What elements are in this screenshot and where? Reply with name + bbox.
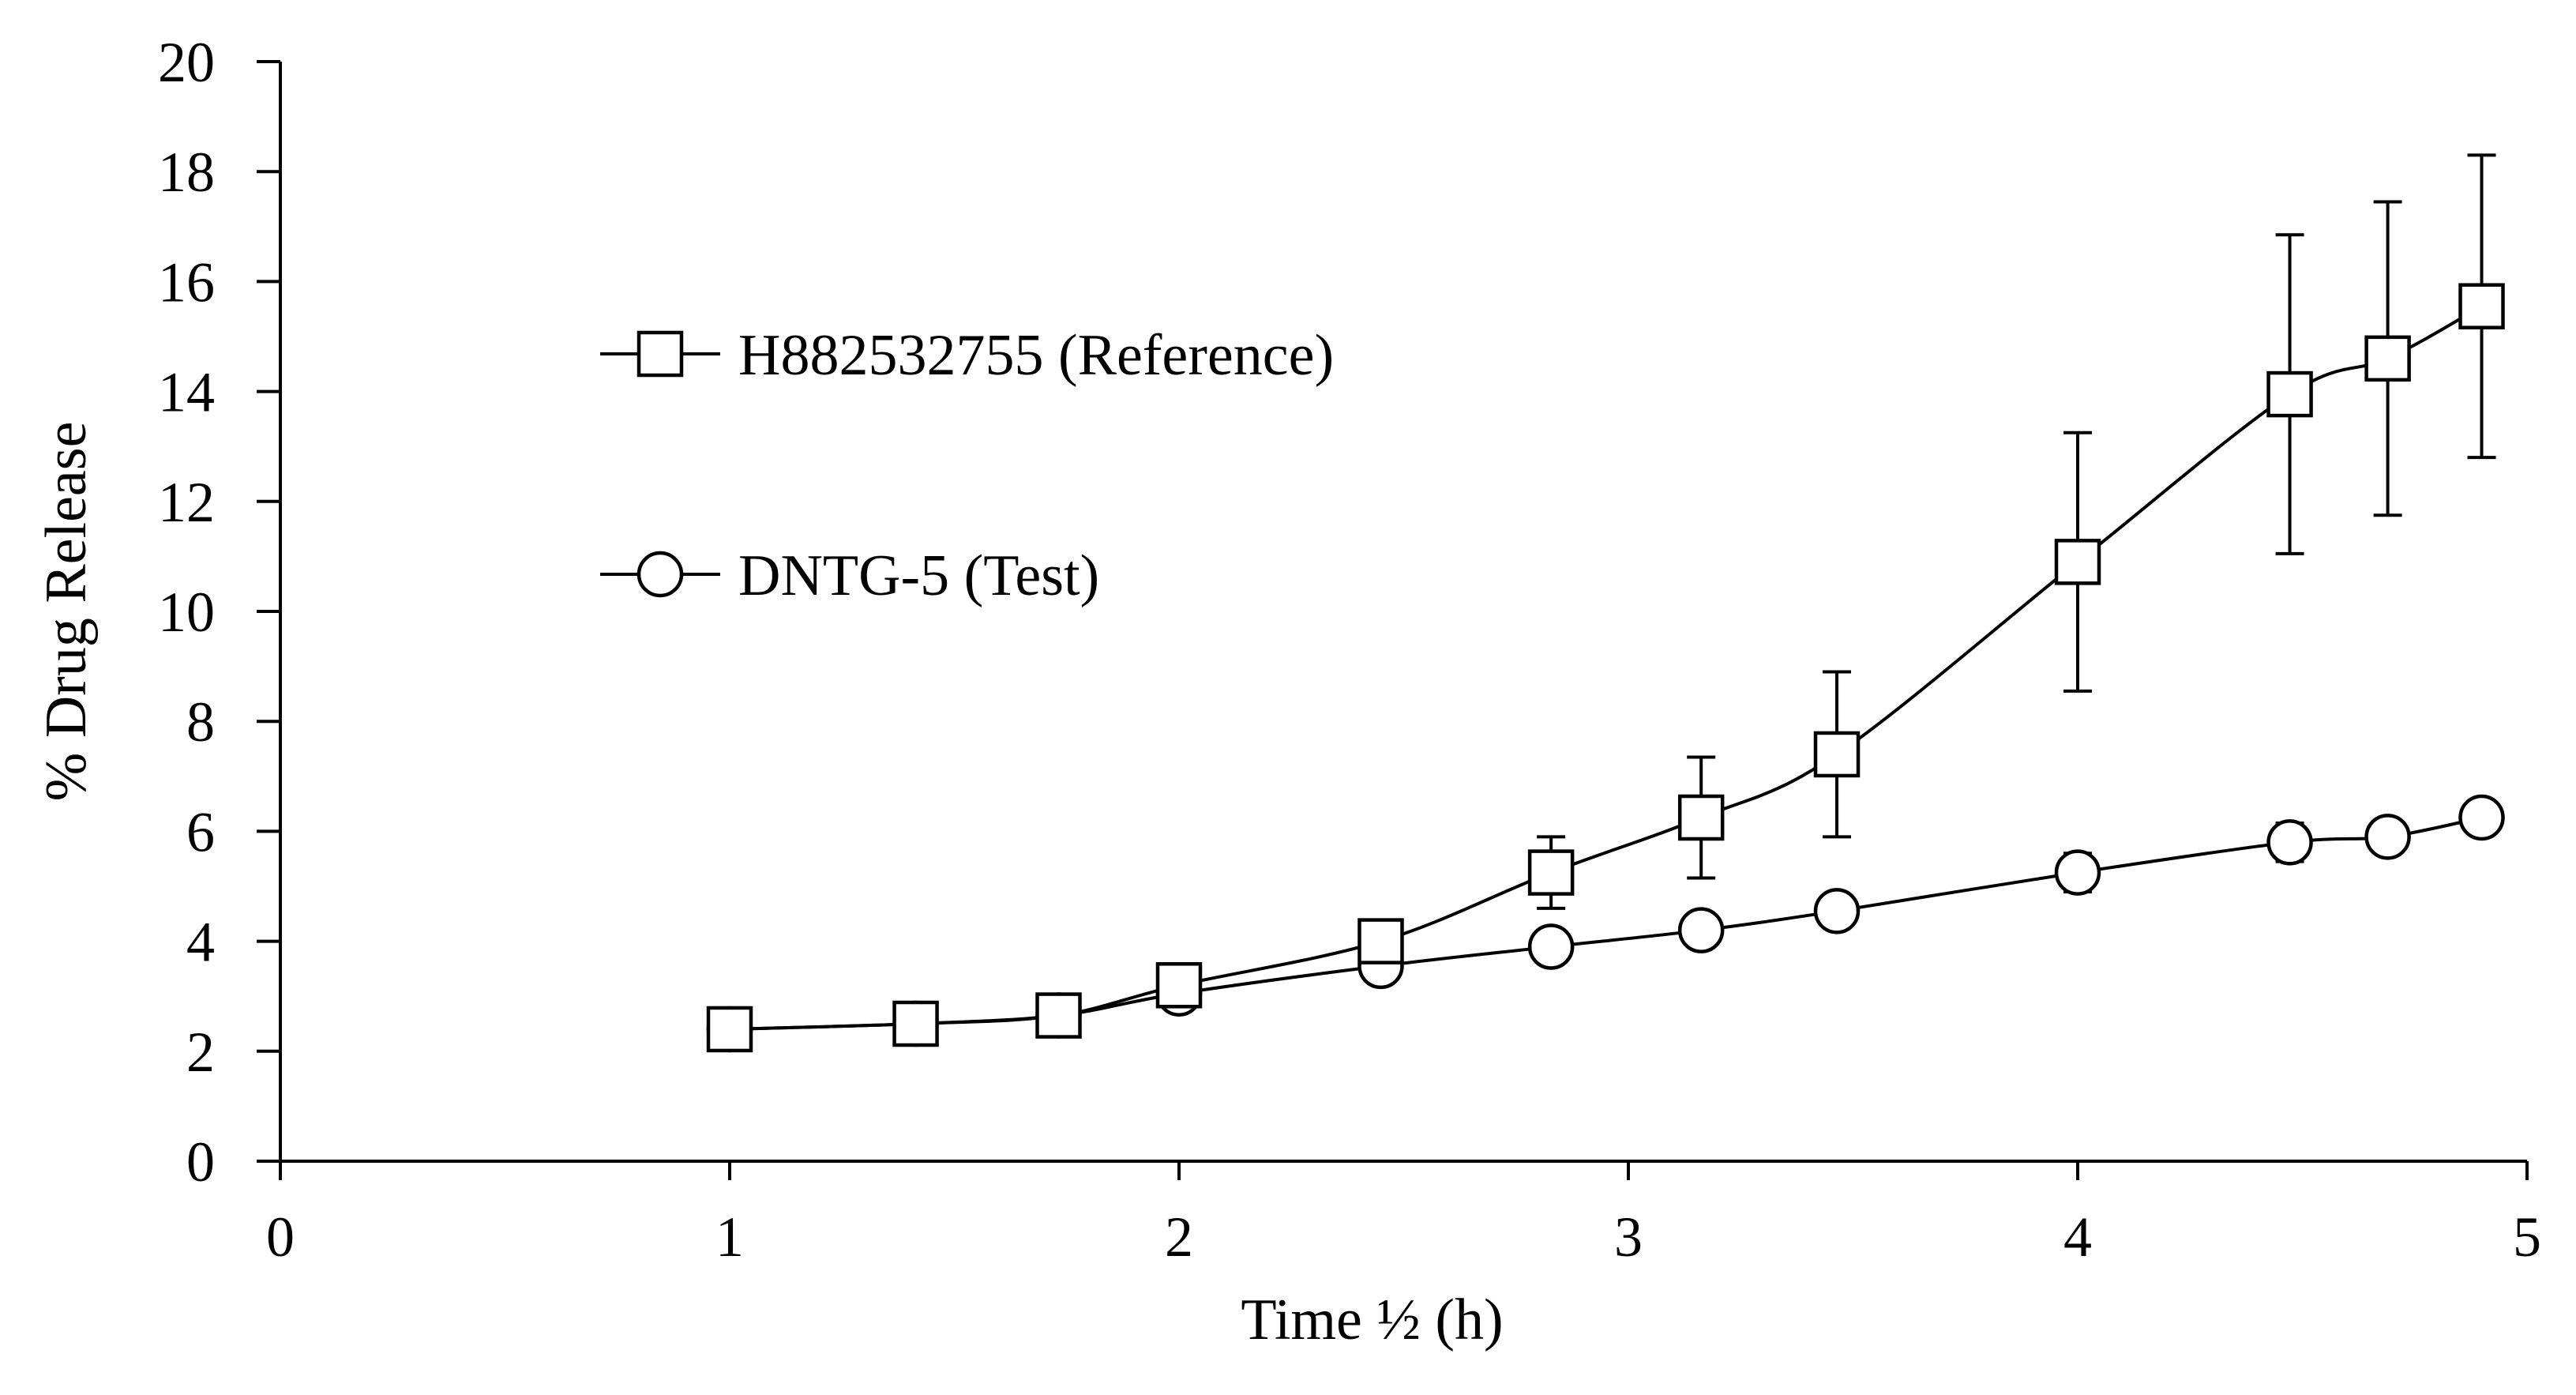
y-tick-label: 0 xyxy=(186,1130,215,1194)
x-ticks: 0 1 2 3 4 5 xyxy=(266,1161,2541,1269)
data-point-test xyxy=(1813,888,1861,934)
data-point-reference xyxy=(1813,731,1861,778)
x-tick-label: 1 xyxy=(715,1205,744,1269)
x-tick-label: 0 xyxy=(266,1205,295,1269)
legend-label-reference: H882532755 (Reference) xyxy=(738,323,1334,388)
data-point-test xyxy=(2054,849,2101,896)
data-point-reference xyxy=(2458,283,2505,329)
legend-label-test: DNTG-5 (Test) xyxy=(738,543,1099,608)
data-point-test xyxy=(1527,923,1575,970)
data-point-reference xyxy=(2054,539,2101,585)
y-tick-label: 16 xyxy=(158,250,215,314)
data-point-reference xyxy=(2266,370,2313,418)
series-test xyxy=(706,794,2505,1053)
data-point-reference xyxy=(892,1000,939,1047)
data-point-test xyxy=(2458,794,2505,841)
y-tick-label: 6 xyxy=(186,800,215,863)
y-tick-label: 18 xyxy=(158,141,215,204)
data-point-test xyxy=(2364,814,2411,860)
legend-marker-test xyxy=(636,551,684,598)
y-tick-label: 14 xyxy=(158,361,215,424)
data-point-reference xyxy=(1677,794,1725,841)
data-point-test xyxy=(2266,819,2313,866)
y-tick-label: 20 xyxy=(158,31,215,94)
data-point-reference xyxy=(1035,992,1082,1039)
data-point-reference xyxy=(1527,849,1575,896)
data-point-reference xyxy=(2364,335,2411,382)
legend: H882532755 (Reference) DNTG-5 (Test) xyxy=(600,323,1334,608)
y-axis-title: % Drug Release xyxy=(34,422,99,802)
y-tick-label: 12 xyxy=(158,471,215,534)
x-tick-label: 2 xyxy=(1165,1205,1193,1269)
data-point-reference xyxy=(706,1006,753,1053)
axes xyxy=(257,62,2527,1163)
x-tick-label: 3 xyxy=(1614,1205,1643,1269)
y-tick-label: 2 xyxy=(186,1021,215,1084)
x-tick-label: 4 xyxy=(2063,1205,2092,1269)
data-point-reference xyxy=(1155,962,1203,1009)
x-axis-title: Time ½ (h) xyxy=(1241,1288,1503,1352)
series-layer xyxy=(706,153,2505,1053)
series-line-test xyxy=(729,816,2482,1031)
y-ticks: 0 2 4 6 8 10 12 14 16 18 20 xyxy=(158,31,280,1194)
data-point-reference xyxy=(1357,918,1404,964)
series-reference xyxy=(706,153,2505,1053)
y-tick-label: 8 xyxy=(186,690,215,754)
y-tick-label: 4 xyxy=(186,911,215,974)
data-point-test xyxy=(1677,907,1725,953)
series-line-reference xyxy=(729,304,2483,1031)
x-tick-label: 5 xyxy=(2513,1205,2541,1269)
legend-marker-reference xyxy=(636,330,684,378)
y-tick-label: 10 xyxy=(158,581,215,644)
